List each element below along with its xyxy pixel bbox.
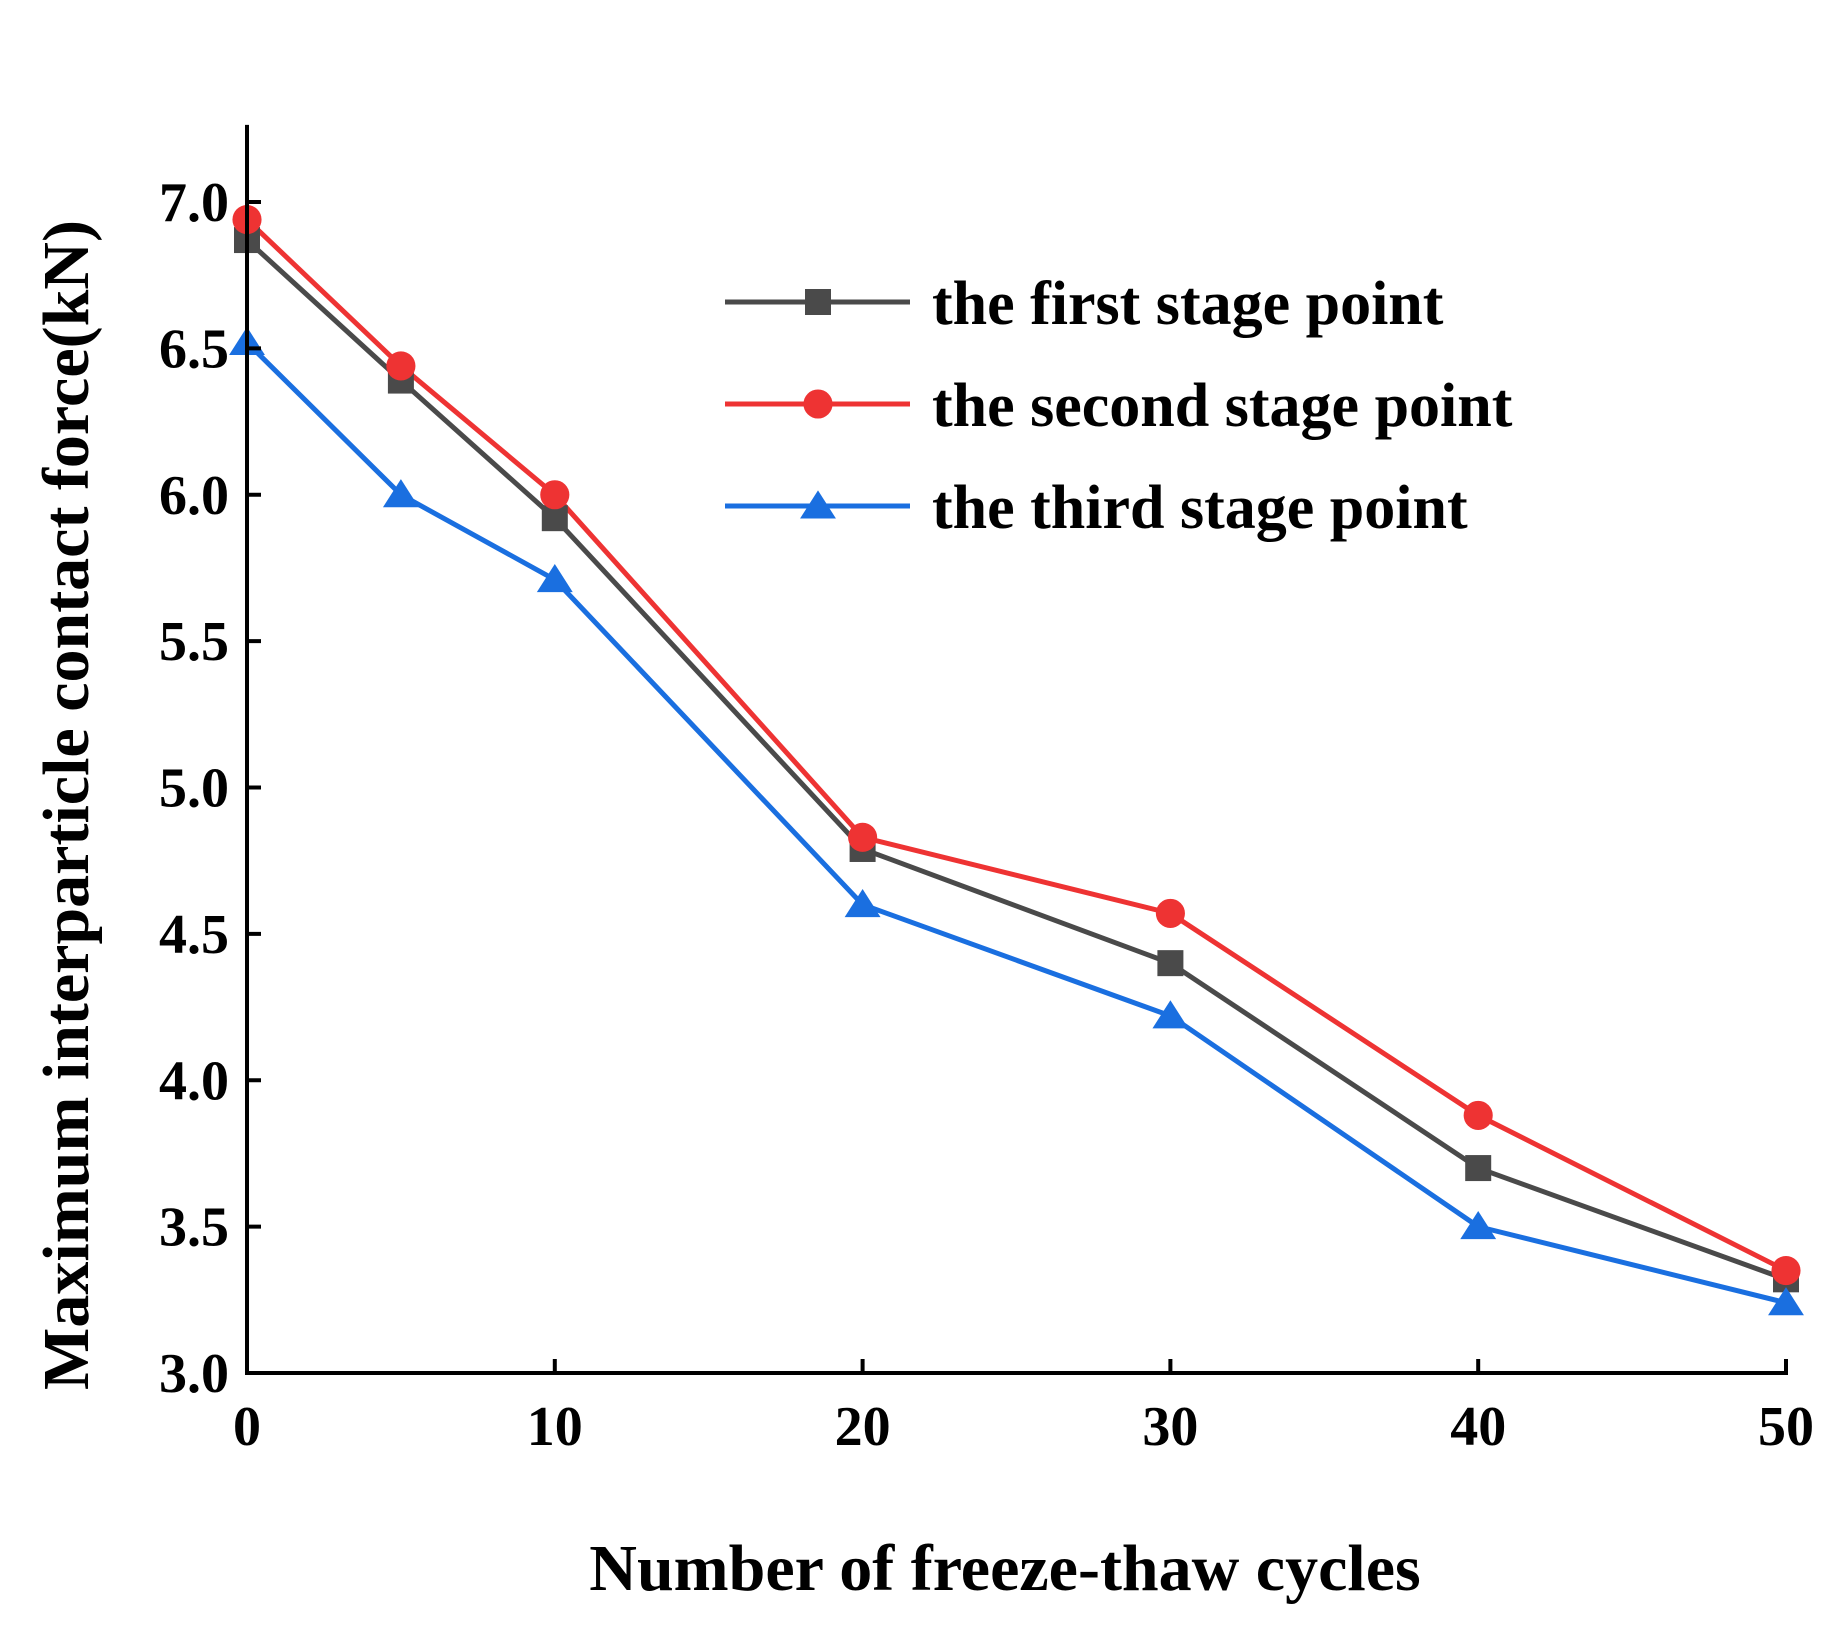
series-2-point	[848, 822, 878, 852]
y-tick-label: 5.5	[159, 611, 229, 673]
x-tick-label: 30	[1142, 1396, 1198, 1458]
legend-marker-1	[805, 289, 831, 315]
legend-label-1: the first stage point	[932, 270, 1444, 338]
legend-label-2: the second stage point	[932, 372, 1513, 440]
x-axis-title: Number of freeze-thaw cycles	[589, 1532, 1420, 1605]
y-tick-label: 6.5	[159, 318, 229, 380]
y-tick-label: 6.0	[159, 465, 229, 527]
y-axis-title: Maximum interparticle contact force(kN)	[30, 220, 103, 1390]
legend-label-3: the third stage point	[932, 474, 1468, 542]
x-tick-label: 40	[1450, 1396, 1506, 1458]
series-3-point	[844, 889, 881, 918]
series-3-point	[1152, 1000, 1189, 1029]
x-tick-label: 0	[233, 1396, 261, 1458]
legend: the first stage point the second stage po…	[725, 270, 1513, 542]
ticks: 3.0 3.5 4.0 4.5 5.0 5.5 6.0 6.5 7.0 0 10 20 30 40 50	[159, 172, 1814, 1458]
series-1-point	[1465, 1155, 1492, 1182]
axes	[245, 124, 1788, 1375]
legend-marker-3	[800, 490, 836, 519]
series-1-point	[541, 505, 568, 532]
series-3-point	[382, 479, 419, 508]
series-1-point	[1157, 950, 1184, 977]
y-tick-label: 4.5	[159, 904, 229, 966]
x-tick-label: 50	[1758, 1396, 1814, 1458]
series-2-point	[1463, 1100, 1493, 1130]
plot-markers	[229, 205, 1804, 1316]
series-3-point	[1768, 1287, 1804, 1316]
y-tick-label: 5.0	[159, 758, 229, 820]
x-tick-label: 10	[527, 1396, 583, 1458]
y-tick-label: 4.0	[159, 1050, 229, 1112]
series-2-point	[1155, 898, 1185, 928]
y-tick-label: 7.0	[159, 172, 229, 234]
y-tick-label: 3.0	[159, 1343, 229, 1405]
y-tick-label: 3.5	[159, 1197, 229, 1259]
series-2-point	[386, 351, 416, 381]
series-2-point	[540, 480, 570, 510]
x-tick-label: 20	[835, 1396, 891, 1458]
legend-marker-2	[803, 389, 833, 419]
series-3-point	[1460, 1211, 1497, 1240]
series-3-point	[536, 564, 573, 593]
series-2-point	[1771, 1255, 1801, 1286]
